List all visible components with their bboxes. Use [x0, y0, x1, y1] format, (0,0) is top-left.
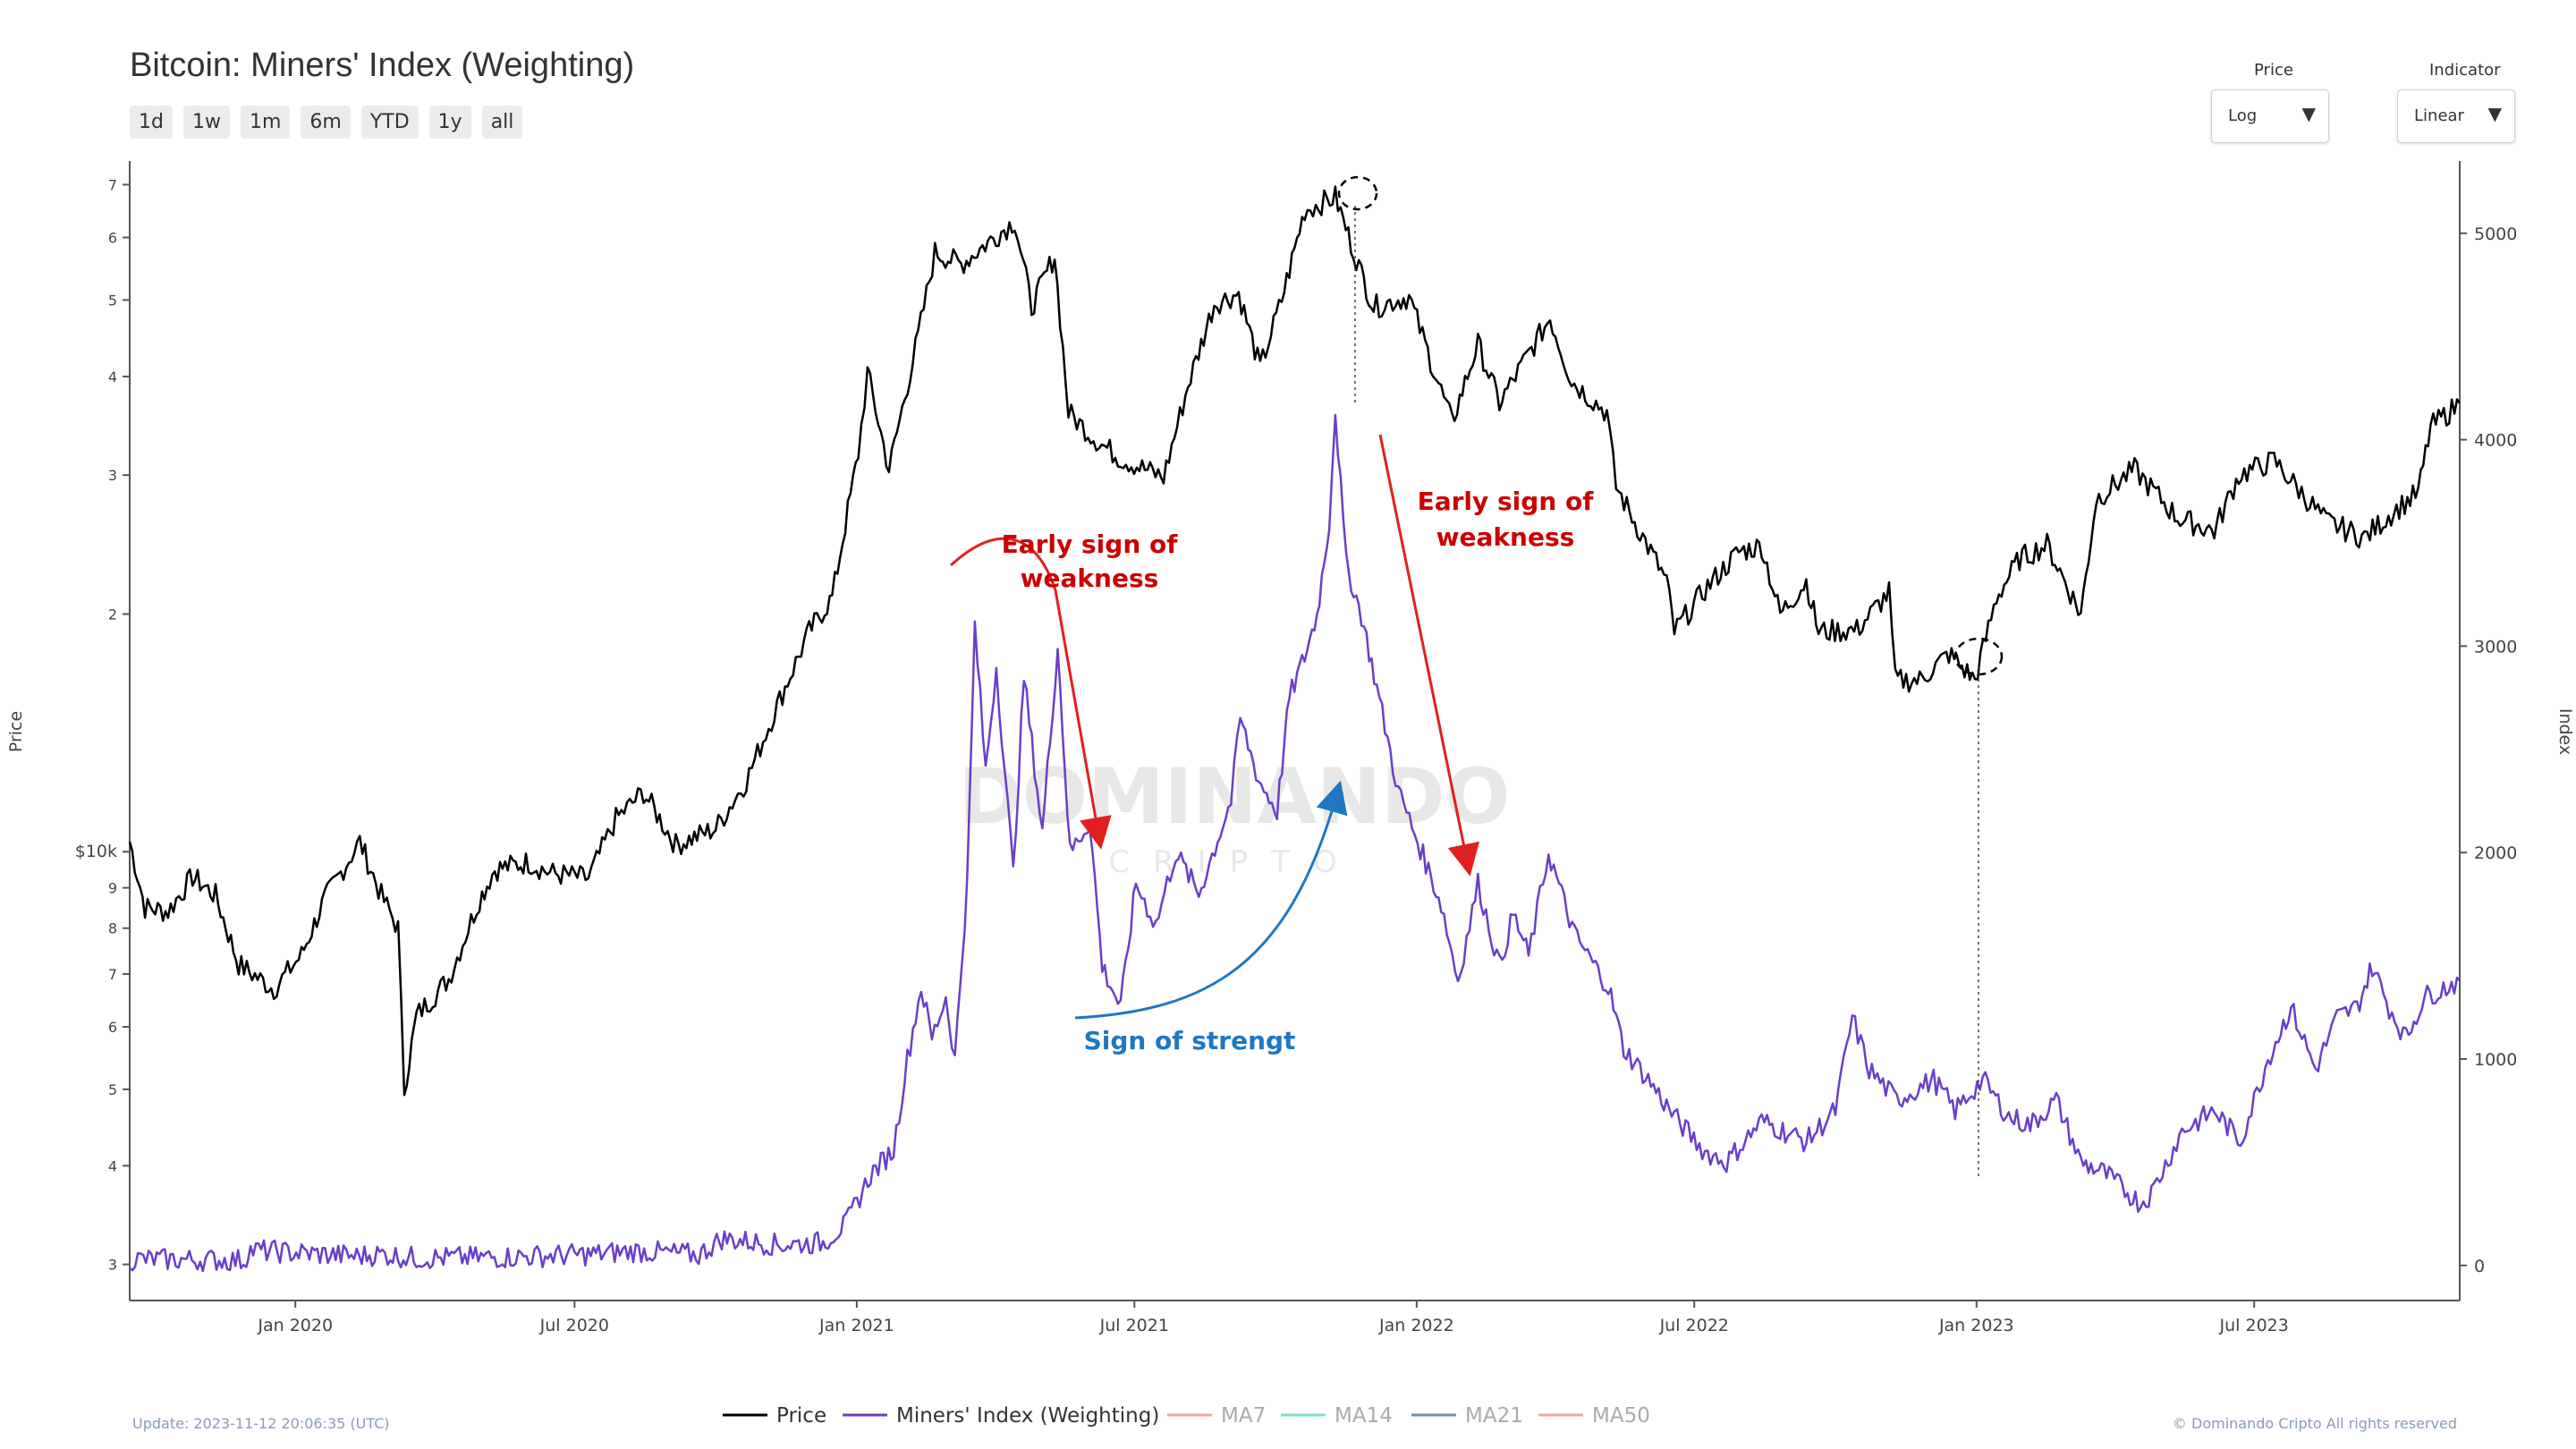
range-button-ytd[interactable]: YTD	[360, 106, 419, 139]
range-button-1m[interactable]: 1m	[240, 106, 291, 139]
series-line-price	[128, 185, 2462, 1097]
legend-label: MA21	[1465, 1404, 1523, 1428]
indicator-scale-label: Indicator	[2429, 61, 2501, 80]
y-left-tick-label: 7	[108, 966, 117, 983]
legend-label: MA50	[1592, 1404, 1650, 1428]
y-right-tick-label: 2000	[2474, 843, 2517, 863]
y-left-tick-label: 6	[108, 1019, 117, 1036]
annotation-line: Sign of strengt	[1084, 1026, 1296, 1055]
price-scale-label: Price	[2254, 61, 2293, 80]
annotation-line: Early sign of	[1002, 530, 1179, 559]
legend-item-price[interactable]: Price	[723, 1404, 826, 1428]
y-right-tick-label: 3000	[2474, 637, 2517, 657]
legend: Price Miners' Index (Weighting) MA7 MA14…	[723, 1404, 1650, 1428]
legend-label: Miners' Index (Weighting)	[896, 1404, 1159, 1428]
y-right-tick-label: 1000	[2474, 1050, 2517, 1070]
y-left-tick-label: 9	[108, 880, 117, 897]
x-tick-label: Jul 2020	[539, 1316, 609, 1335]
y-left-axis-label: Price	[6, 711, 26, 752]
y-left-tick-label: 2	[108, 606, 117, 623]
y-left-tick-label: 4	[108, 369, 117, 386]
price-scale-select[interactable]: Log ▼	[2211, 89, 2329, 143]
y-left-tick-label: $10k	[75, 842, 117, 861]
range-button-1y[interactable]: 1y	[428, 106, 471, 139]
x-tick-label: Jul 2022	[1659, 1316, 1729, 1335]
legend-label: MA14	[1335, 1404, 1393, 1428]
legend-item-ma50[interactable]: MA50	[1538, 1404, 1650, 1428]
x-tick-label: Jan 2021	[818, 1316, 894, 1335]
chevron-down-icon: ▼	[2301, 103, 2316, 124]
series-line-miners-index	[129, 413, 2461, 1273]
annotation-strength: Sign of strengt	[1084, 1026, 1296, 1055]
range-button-all[interactable]: all	[481, 106, 523, 139]
chart-title: Bitcoin: Miners' Index (Weighting)	[130, 47, 635, 84]
annotation-line: weakness	[1021, 564, 1159, 593]
y-left-tick-label: 5	[108, 292, 117, 309]
y-left-tick-label: 3	[108, 467, 117, 484]
legend-label: Price	[776, 1404, 826, 1428]
y-left-tick-label: 6	[108, 230, 117, 247]
arrow-weakness-2	[1378, 434, 1480, 877]
arrow-strength	[1074, 780, 1348, 1020]
y-right-axis-ticks: 0 1000 2000 3000 4000 5000	[2460, 225, 2517, 1276]
legend-item-ma7[interactable]: MA7	[1167, 1404, 1266, 1428]
annotation-weakness-2: Early sign of weakness	[1418, 487, 1595, 552]
y-left-tick-label: 5	[108, 1081, 117, 1098]
arrow-weakness-1	[949, 537, 1112, 850]
indicator-scale-value: Linear	[2414, 106, 2464, 125]
legend-item-ma21[interactable]: MA21	[1411, 1404, 1523, 1428]
update-timestamp: Update: 2023-11-12 20:06:35 (UTC)	[132, 1415, 390, 1432]
x-axis-ticks: Jan 2020 Jul 2020 Jan 2021 Jul 2021 Jan 2022…	[257, 1301, 2289, 1335]
range-button-1w[interactable]: 1w	[182, 106, 230, 139]
range-button-6m[interactable]: 6m	[301, 106, 351, 139]
legend-item-miners-index[interactable]: Miners' Index (Weighting)	[843, 1404, 1159, 1428]
legend-item-ma14[interactable]: MA14	[1281, 1404, 1393, 1428]
x-tick-label: Jan 2020	[257, 1316, 333, 1335]
x-tick-label: Jul 2021	[1099, 1316, 1169, 1335]
annotation-line: weakness	[1436, 522, 1575, 552]
legend-label: MA7	[1221, 1404, 1266, 1428]
annotation-weakness-1: Early sign of weakness	[1002, 530, 1179, 593]
range-selector: 1d 1w 1m 6m YTD 1y all	[130, 106, 523, 139]
y-left-tick-label: 3	[108, 1257, 117, 1274]
y-left-tick-label: 4	[108, 1157, 117, 1174]
indicator-scale-select[interactable]: Linear ▼	[2397, 89, 2515, 143]
chevron-down-icon: ▼	[2487, 103, 2502, 124]
watermark-subtext: CRIPTO	[1108, 844, 1360, 880]
y-left-tick-label: 7	[108, 176, 117, 193]
annotation-line: Early sign of	[1418, 487, 1595, 516]
y-right-tick-label: 5000	[2474, 225, 2517, 244]
copyright-text: © Dominando Cripto All rights reserved	[2173, 1415, 2457, 1432]
range-button-1d[interactable]: 1d	[130, 106, 173, 139]
y-right-tick-label: 4000	[2474, 431, 2517, 451]
y-right-tick-label: 0	[2474, 1257, 2485, 1276]
y-left-axis-ticks: 3 4 5 6 7 8 9 $10k 2 3 4 5 6 7	[75, 176, 130, 1274]
x-tick-label: Jan 2022	[1378, 1316, 1454, 1335]
y-left-tick-label: 8	[108, 920, 117, 937]
x-tick-label: Jul 2023	[2219, 1316, 2289, 1335]
x-tick-label: Jan 2023	[1938, 1316, 2014, 1335]
y-right-axis-label: Index	[2555, 708, 2575, 755]
bottom-highlight-circle	[1953, 637, 2004, 676]
price-scale-value: Log	[2228, 106, 2258, 125]
top-highlight-circle	[1337, 175, 1378, 211]
